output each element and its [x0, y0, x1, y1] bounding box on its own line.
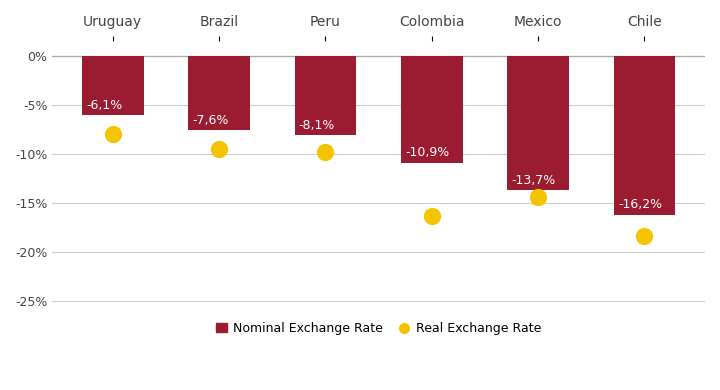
Bar: [82, 55, 143, 115]
Text: -13,7%: -13,7%: [511, 174, 556, 187]
Point: [532, 194, 544, 200]
Point: [107, 131, 119, 137]
Point: [639, 233, 650, 239]
Text: -6,1%: -6,1%: [86, 99, 122, 112]
Text: -10,9%: -10,9%: [405, 146, 449, 159]
Text: -16,2%: -16,2%: [618, 198, 662, 211]
Point: [213, 146, 225, 152]
Bar: [188, 55, 250, 130]
Text: -7,6%: -7,6%: [192, 114, 229, 127]
Point: [320, 149, 331, 155]
Point: [426, 213, 438, 219]
Bar: [508, 55, 569, 190]
Bar: [613, 55, 675, 215]
Bar: [294, 55, 356, 135]
Legend: Nominal Exchange Rate, Real Exchange Rate: Nominal Exchange Rate, Real Exchange Rat…: [211, 317, 546, 340]
Bar: [401, 55, 463, 163]
Text: -8,1%: -8,1%: [299, 119, 336, 132]
